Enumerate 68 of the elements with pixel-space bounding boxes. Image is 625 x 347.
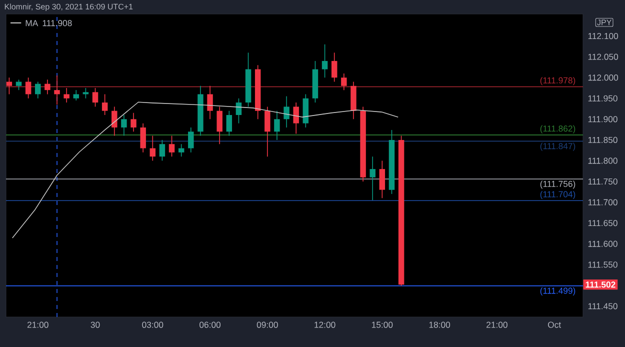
annotation: 111.908	[42, 20, 72, 26]
candlestick	[236, 98, 242, 124]
ref-line-label: (111.756)	[540, 180, 576, 189]
candlestick	[25, 77, 32, 99]
line-series	[12, 102, 399, 238]
y-tick-label: 111.550	[588, 262, 618, 268]
candlestick	[264, 106, 270, 157]
candlestick	[92, 88, 98, 108]
candlestick	[64, 88, 70, 103]
x-tick-label: 18:00	[429, 322, 450, 328]
candlestick	[293, 102, 299, 134]
ref-line-label: (111.978)	[540, 77, 576, 86]
candlestick	[44, 79, 50, 95]
candlestick	[379, 160, 386, 199]
y-tick-label: 111.750	[588, 178, 618, 185]
candlestick	[188, 127, 194, 153]
y-tick-label: 112.050	[588, 54, 618, 60]
ref-line-label: (111.499)	[540, 287, 576, 296]
y-tick-label: 111.900	[588, 116, 618, 122]
candlestick	[82, 88, 89, 99]
text: Klomnir, Sep 30, 2021 16:09 UTC+1	[4, 4, 133, 12]
y-tick-label: 112.100	[588, 32, 618, 40]
ref-line-label: (111.847)	[540, 142, 576, 151]
candlestick	[178, 144, 184, 157]
y-tick-label: 111.600	[588, 240, 618, 247]
candlestick	[121, 114, 127, 136]
y-tick-label: 111.950	[588, 95, 618, 102]
candlestick	[6, 77, 12, 95]
candlestick	[73, 90, 80, 101]
y-tick-label: 111.800	[588, 158, 618, 164]
x-tick-label: 15:00	[372, 322, 393, 328]
x-tick-label: 21:00	[486, 322, 508, 328]
candlestick	[370, 156, 376, 201]
candlestick	[274, 110, 280, 140]
y-tick-label: 112.000	[588, 74, 618, 81]
y-tick-label: 111.700	[588, 199, 618, 206]
candlestick	[341, 73, 347, 90]
x-tick-label: 12:00	[314, 322, 336, 328]
y-tick-label: 111.850	[588, 136, 618, 144]
ref-line-label: (111.862)	[540, 125, 576, 134]
candlestick	[168, 135, 175, 157]
candlestick	[35, 81, 41, 99]
candlestick	[150, 135, 156, 162]
candlestick	[226, 110, 232, 136]
candlestick	[159, 140, 166, 162]
x-tick-label: Oct	[548, 322, 561, 328]
candlestick	[16, 79, 22, 90]
x-tick-label: 30	[90, 322, 100, 328]
text: JPY	[597, 20, 612, 26]
x-tick-label: 09:00	[256, 322, 278, 328]
x-tick-label: 06:00	[200, 322, 221, 328]
candlestick	[284, 96, 290, 128]
candlestick	[331, 52, 338, 82]
y-tick-label: 111.450	[588, 303, 618, 310]
candlestick	[102, 94, 108, 116]
candlestick	[322, 44, 328, 78]
text: 111.502	[586, 282, 616, 288]
x-tick-label: 03:00	[142, 322, 164, 328]
candlestick	[54, 75, 60, 106]
candlestick	[216, 106, 222, 144]
candlestick	[140, 122, 146, 153]
candlestick	[112, 106, 118, 136]
ref-line-label: (111.704)	[540, 190, 576, 200]
candlestick	[207, 86, 213, 120]
candlestick	[130, 112, 136, 132]
x-tick-label: 21:00	[27, 322, 48, 328]
legend-label: MA	[26, 20, 38, 26]
y-tick-label: 111.650	[588, 220, 618, 226]
